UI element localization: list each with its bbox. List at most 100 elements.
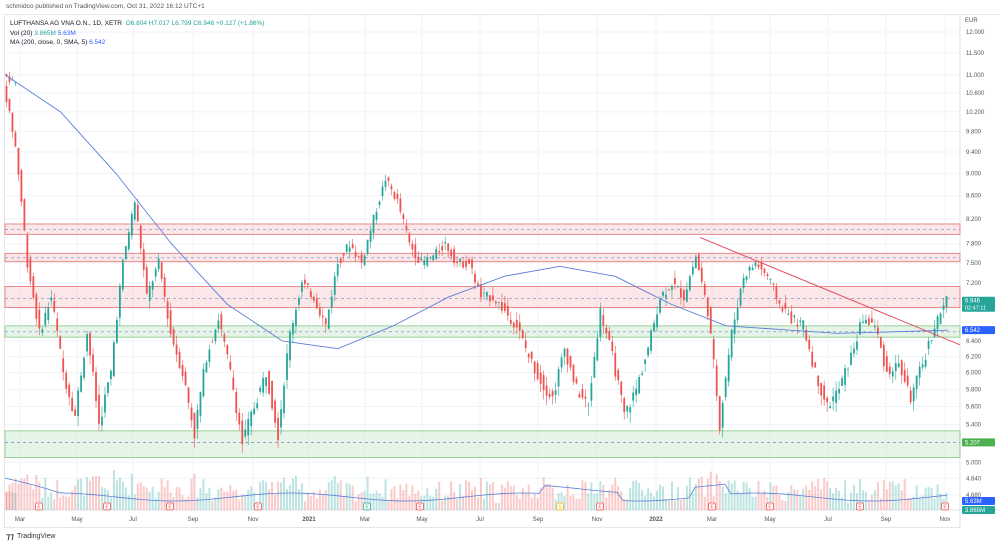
volume-bar [444, 495, 447, 510]
volume-bar [121, 481, 124, 510]
volume-bar [724, 492, 727, 510]
candle-body [859, 322, 861, 335]
candle-body [662, 291, 664, 296]
volume-bar [879, 498, 882, 510]
candle-body [259, 387, 262, 392]
candle-body [283, 385, 285, 414]
volume-bar [11, 482, 14, 510]
candle-body [250, 411, 253, 427]
volume-bar [163, 487, 166, 510]
candle-body [178, 352, 181, 368]
volume-bar [77, 479, 80, 510]
y-tick-label: 8.600 [966, 194, 982, 200]
candle-body [575, 378, 578, 384]
y-tick-label: 9.800 [966, 130, 982, 136]
candle-body [856, 341, 858, 350]
volume-bar [802, 488, 805, 510]
x-tick-label: May [416, 517, 427, 523]
candle-body [423, 260, 426, 266]
candle-body [429, 257, 432, 259]
ma-label[interactable]: MA (200, close, 0, SMA, 5) [10, 39, 88, 46]
candle-body [253, 408, 256, 415]
volume-bar [190, 478, 193, 510]
earnings-marker-icon: E [35, 502, 43, 511]
earnings-marker-letter: E [256, 505, 260, 511]
candle-body [486, 291, 488, 297]
volume-bar [277, 481, 280, 510]
candle-body [844, 368, 846, 386]
candle-body [157, 258, 160, 270]
candle-body [802, 320, 805, 330]
candle-body [181, 364, 184, 376]
candle-body [145, 266, 148, 294]
candle-body [142, 249, 145, 270]
volume-bar [739, 493, 742, 510]
volume-bar [760, 493, 763, 510]
volume-bar [784, 501, 787, 510]
volume-bar [286, 489, 289, 510]
volume-bar [429, 495, 432, 510]
volume-bar [89, 480, 92, 510]
volume-bar [551, 487, 554, 510]
candle-body [438, 251, 441, 253]
volume-bar [718, 481, 721, 510]
symbol-name[interactable]: LUFTHANSA AG VNA O.N., 1D, XETR [10, 20, 122, 27]
volume-bar [494, 502, 497, 510]
candle-body [199, 392, 202, 416]
volume-bar [92, 476, 95, 510]
x-tick-label: 2021 [302, 517, 316, 523]
candle-body [871, 318, 873, 323]
volume-bar [694, 483, 697, 510]
candle-body [14, 132, 17, 147]
candle-body [26, 235, 29, 268]
price-label-badge [962, 438, 995, 447]
candle-body [408, 233, 411, 243]
volume-label[interactable]: Vol (20) [10, 29, 33, 37]
earnings-marker-shape [766, 502, 774, 511]
volume-bar [554, 499, 557, 510]
candle-body [659, 299, 661, 313]
volume-bar [5, 492, 8, 510]
y-tick-label: 5.400 [966, 422, 982, 428]
candle-body [390, 185, 393, 190]
volume-bar [787, 491, 790, 510]
candle-body [766, 274, 769, 276]
footer: ⁊⁊ TradingView [6, 532, 55, 541]
candle-body [790, 311, 793, 324]
candle-body [351, 244, 354, 249]
candle-body [760, 262, 763, 270]
volume-bar [847, 502, 850, 510]
price-label-text: 6.946 [965, 299, 981, 305]
earnings-marker-shape [35, 502, 43, 511]
x-tick-label: Jul [476, 517, 484, 523]
volume-bar [644, 495, 647, 510]
volume-bar [369, 493, 372, 510]
y-tick-label: 4.840 [966, 476, 982, 482]
footer-logo-text[interactable]: TradingView [16, 533, 56, 540]
candle-body [641, 373, 644, 375]
candle-body [581, 389, 584, 398]
y-tick-label: 5.800 [966, 387, 982, 393]
candle-body [590, 383, 593, 401]
candle-body [345, 244, 348, 252]
volume-bar [253, 492, 256, 510]
candle-body [551, 390, 554, 397]
volume-bar [873, 490, 876, 510]
volume-bar [426, 488, 429, 510]
candle-body [163, 277, 166, 297]
candle-body [321, 315, 324, 318]
volume-bar [265, 481, 268, 510]
candle-body [98, 394, 100, 424]
volume-bar [820, 489, 823, 510]
volume-bar [336, 483, 339, 510]
volume-bar [620, 491, 623, 510]
candle-body [614, 353, 617, 377]
volume-bar [918, 497, 921, 510]
candle-body [632, 392, 635, 401]
candle-body [524, 340, 527, 349]
candle-body [811, 351, 814, 367]
volume-bar [924, 487, 927, 510]
candle-body [32, 276, 35, 298]
candle-body [92, 354, 94, 372]
